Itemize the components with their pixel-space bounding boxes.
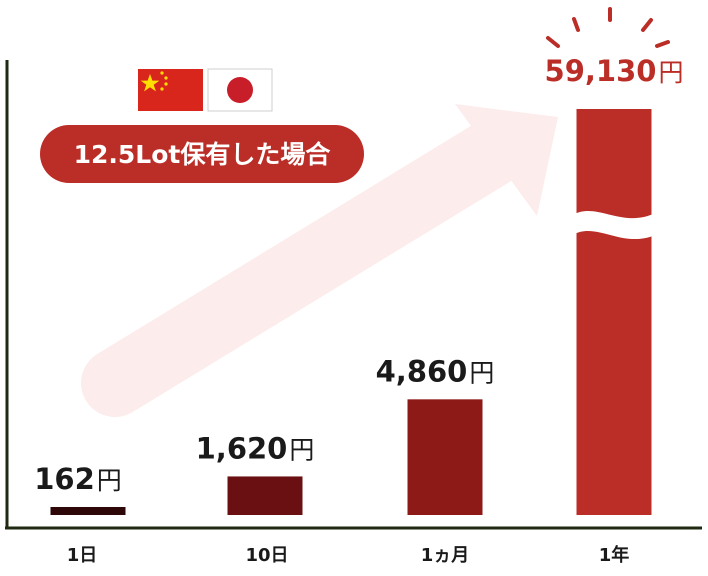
japan-flag-icon [207,68,273,112]
bar-3 [407,399,483,515]
value-label-2: 1,620円 [196,431,315,465]
category-label-3: 1ヵ月 [421,545,470,566]
growth-arrow [81,104,558,417]
china-flag-icon [138,69,203,111]
bar-2 [227,476,303,515]
category-label-1: 1日 [67,545,98,566]
bar-1 [50,507,126,515]
category-label-2: 10日 [245,545,288,566]
badge-text: 12.5Lot保有した場合 [74,140,332,169]
category-labels-group: 1日 10日 1ヵ月 1年 [67,544,630,566]
axis-break-mark [572,210,656,240]
bar-4 [576,109,652,515]
category-label-4: 1年 [599,544,630,566]
value-label-1: 162円 [34,462,122,496]
sparkle-decoration [546,7,670,48]
bars-group [50,109,656,515]
value-label-4: 59,130円 [545,54,684,88]
holding-badge: 12.5Lot保有した場合 [40,125,364,183]
value-label-3: 4,860円 [376,354,495,388]
value-labels-group: 162円 1,620円 4,860円 59,130円 [34,54,683,496]
